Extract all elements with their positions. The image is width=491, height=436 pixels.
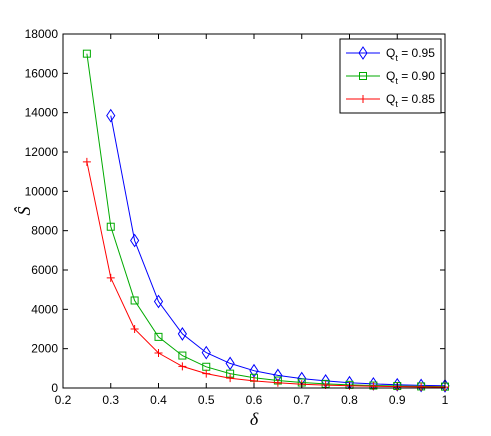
y-tick-label: 0 xyxy=(51,381,58,395)
series-line xyxy=(86,53,446,388)
data-point-diamond xyxy=(225,356,235,371)
series-line xyxy=(86,161,446,388)
x-tick-label: 0.4 xyxy=(150,393,167,407)
legend-marker xyxy=(358,46,368,60)
data-point-plus xyxy=(178,362,187,371)
data-point-diamond xyxy=(106,108,116,123)
x-tick-label: 0.8 xyxy=(341,393,358,407)
data-point-square xyxy=(130,296,139,305)
legend-marker xyxy=(359,95,367,103)
data-point-plus xyxy=(130,325,139,333)
x-tick-label: 1 xyxy=(442,393,449,407)
x-tick-label: 0.5 xyxy=(198,393,215,407)
x-axis: 0.2 0.3 0.4 0.5 0.6 0.7 0.8 0.9 1 xyxy=(55,34,449,407)
x-tick-label: 0.3 xyxy=(102,393,119,407)
data-point-diamond xyxy=(177,327,187,341)
legend-item: Qt = 0.90 xyxy=(346,69,435,86)
data-point-diamond xyxy=(130,233,140,248)
data-point-diamond xyxy=(440,378,450,393)
data-point-plus xyxy=(202,369,211,378)
data-point-plus xyxy=(154,348,163,357)
data-point-plus xyxy=(82,157,91,166)
x-tick-label: 0.9 xyxy=(389,393,406,407)
y-tick-label: 8000 xyxy=(31,224,58,238)
data-point-square xyxy=(82,49,91,58)
x-tick-label: 0.2 xyxy=(55,393,72,407)
y-tick-label: 6000 xyxy=(31,263,58,277)
x-tick-label: 0.7 xyxy=(293,393,310,407)
y-tick-label: 18000 xyxy=(25,27,59,41)
legend-label: Qt = 0.85 xyxy=(386,92,435,109)
y-axis: 0 2000 4000 6000 8000 10000 12000 14000 16000 180… xyxy=(25,27,445,395)
x-tick-label: 0.6 xyxy=(246,393,263,407)
data-point-plus xyxy=(226,374,235,383)
data-point-diamond xyxy=(416,378,426,393)
series-line xyxy=(110,115,446,387)
legend-item: Qt = 0.95 xyxy=(346,46,435,63)
y-axis-label: Ŝ xyxy=(13,207,34,216)
y-tick-label: 4000 xyxy=(31,302,58,316)
x-axis-label: δ xyxy=(250,409,259,429)
data-point-square xyxy=(178,351,187,360)
data-point-diamond xyxy=(153,294,164,309)
y-tick-label: 16000 xyxy=(25,66,59,80)
series-layer xyxy=(82,49,450,393)
data-point-square xyxy=(154,332,163,341)
data-point-plus xyxy=(417,382,426,391)
y-tick-label: 14000 xyxy=(25,106,59,120)
data-point-plus xyxy=(106,273,115,282)
legend-marker xyxy=(359,72,367,80)
legend: Qt = 0.95 Qt = 0.90 Qt = 0.85 xyxy=(339,38,442,114)
y-tick-label: 12000 xyxy=(25,145,59,159)
data-point-diamond xyxy=(249,363,259,378)
y-tick-label: 2000 xyxy=(31,342,58,356)
data-point-plus xyxy=(273,378,282,387)
y-tick-label: 10000 xyxy=(25,184,59,198)
data-point-plus xyxy=(369,382,378,391)
legend-label: Qt = 0.95 xyxy=(386,46,435,63)
data-point-square xyxy=(106,222,115,231)
legend-label: Qt = 0.90 xyxy=(386,69,435,86)
data-point-diamond xyxy=(201,345,211,360)
legend-item: Qt = 0.85 xyxy=(346,92,435,109)
